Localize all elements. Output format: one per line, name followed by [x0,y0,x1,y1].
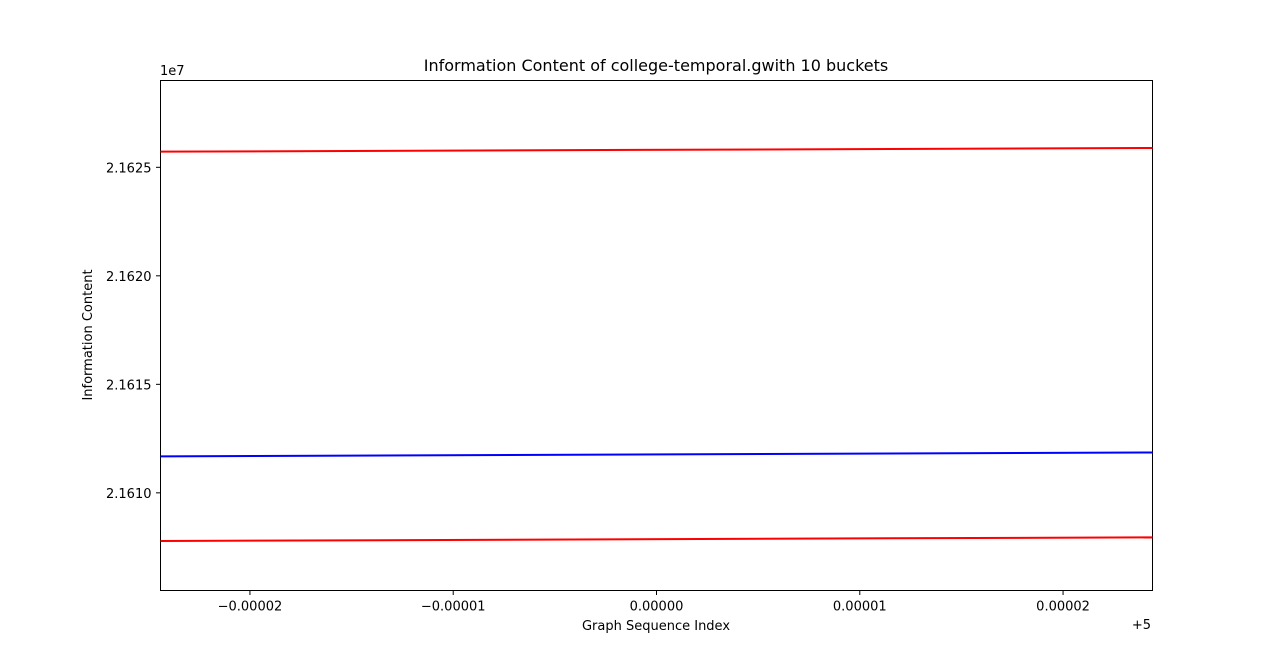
x-tick-label: 0.00001 [833,600,887,615]
y-tick-label: 2.1610 [106,487,152,502]
series-line-3 [160,536,1153,543]
x-axis-label: Graph Sequence Index [582,619,730,634]
series-line-2 [160,451,1153,458]
y-axis: 2.1610 2.1615 2.1620 2.1625 [106,161,161,502]
series-layer [160,146,1153,543]
plot-area [160,80,1153,591]
y-axis-label: Information Content [81,269,96,400]
series-line-1 [160,146,1153,153]
y-tick-label: 2.1615 [106,378,152,393]
x-tick-label: −0.00001 [421,600,486,615]
axes-frame [160,80,1153,591]
y-tick-label: 2.1625 [106,161,152,176]
x-tick-label: 0.00000 [630,600,684,615]
x-offset-label: +5 [1132,618,1151,633]
y-scale-label: 1e7 [160,64,185,79]
x-tick-label: −0.00002 [218,600,283,615]
y-tick-label: 2.1620 [106,270,152,285]
chart-title: Information Content of college-temporal.… [424,56,888,75]
x-axis: −0.00002 −0.00001 0.00000 0.00001 0.00002 [218,590,1090,615]
x-tick-label: 0.00002 [1036,600,1090,615]
